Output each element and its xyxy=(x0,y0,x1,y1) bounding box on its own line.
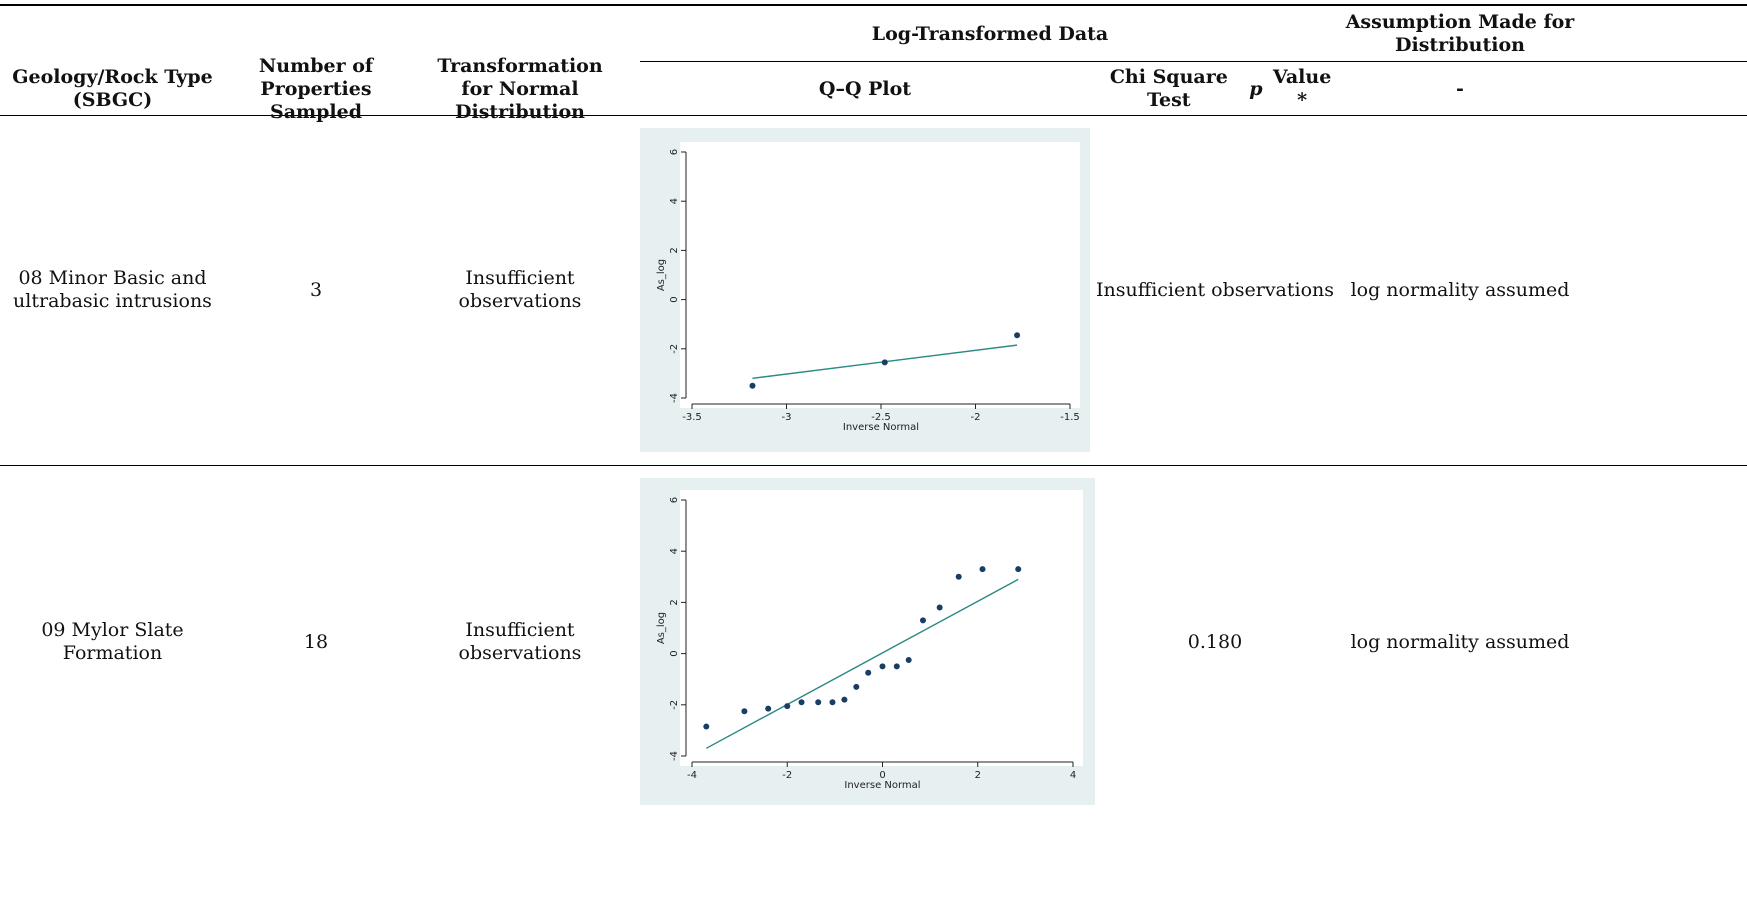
data-point xyxy=(784,703,791,710)
row-2-transformation: Insufficient observations xyxy=(458,619,582,664)
data-point xyxy=(741,708,748,715)
header-rule xyxy=(0,115,1747,116)
y-tick-label: 2 xyxy=(669,599,680,605)
data-point xyxy=(919,617,926,624)
group-header-log-transformed: Log-Transformed Data xyxy=(871,22,1109,45)
reference-line xyxy=(705,578,1019,749)
data-point xyxy=(879,663,886,670)
row-1-chi-square: Insufficient observations xyxy=(1095,278,1335,301)
data-point xyxy=(841,696,848,703)
y-tick-label: 4 xyxy=(669,198,680,204)
x-tick-label: 4 xyxy=(1070,770,1076,781)
y-tick-label: -4 xyxy=(669,751,680,761)
y-tick-label: -2 xyxy=(669,344,680,354)
row-1-assumption: log normality assumed xyxy=(1350,278,1570,301)
x-tick-label: -4 xyxy=(687,770,697,781)
group-header-assumption: Assumption Made for Distribution xyxy=(1345,11,1575,56)
x-tick-label: -3 xyxy=(782,412,792,423)
col-header-transformation: Transformation for Normal Distribution xyxy=(437,54,603,123)
y-tick-label: -4 xyxy=(669,393,680,403)
top-rule xyxy=(0,4,1747,6)
row-2-assumption: log normality assumed xyxy=(1350,630,1570,653)
qq-plot-2-svg: -4 -2 0 2 4 6 -4 -2 0 2 4 Inverse Normal As_log xyxy=(640,478,1095,805)
y-tick-label: 6 xyxy=(669,149,680,155)
data-point xyxy=(1014,332,1021,339)
x-tick-label: -2 xyxy=(971,412,981,423)
group-underline xyxy=(640,61,1747,62)
p-symbol: p xyxy=(1249,77,1263,100)
plot-area xyxy=(680,142,1080,408)
y-axis-title: As_log xyxy=(656,612,667,644)
col-header-chi-square: Chi Square Test p Value * xyxy=(1095,64,1335,114)
x-axis-title: Inverse Normal xyxy=(843,422,919,433)
x-tick-label: -1.5 xyxy=(1060,412,1080,423)
data-point xyxy=(955,573,962,580)
data-point xyxy=(815,699,822,706)
value-asterisk: Value * xyxy=(1272,66,1332,111)
row-1-geology: 08 Minor Basic and ultrabasic intrusions xyxy=(13,267,212,312)
data-point xyxy=(1015,566,1022,573)
data-point xyxy=(865,669,872,676)
data-point xyxy=(749,382,756,389)
chi-square-label: Chi Square Test xyxy=(1109,66,1228,111)
x-tick-label: 0 xyxy=(879,770,885,781)
y-tick-label: 4 xyxy=(669,548,680,554)
data-point xyxy=(829,699,836,706)
qq-plot-1: -4 -2 0 2 4 6 -3.5 -3 -2.5 -2 -1.5 Inverse Normal As… xyxy=(640,128,1090,452)
data-point xyxy=(936,604,943,611)
row-2-count: 18 xyxy=(303,630,329,653)
x-axis-title: Inverse Normal xyxy=(844,780,920,791)
data-point xyxy=(979,566,986,573)
x-tick-label: -2 xyxy=(782,770,792,781)
data-point xyxy=(798,699,805,706)
col-header-geology: Geology/Rock Type (SBGC) xyxy=(12,66,213,111)
y-tick-label: 0 xyxy=(669,650,680,656)
data-point xyxy=(893,663,900,670)
x-tick-label: 2 xyxy=(975,770,981,781)
row-separator xyxy=(0,465,1747,466)
data-point xyxy=(905,657,912,663)
y-tick-label: 6 xyxy=(669,497,680,503)
col-header-qq-plot: Q–Q Plot xyxy=(818,77,912,100)
data-point xyxy=(765,705,772,712)
y-tick-label: 2 xyxy=(669,247,680,253)
row-2-geology: 09 Mylor Slate Formation xyxy=(41,619,184,664)
row-1-transformation: Insufficient observations xyxy=(458,267,582,312)
data-point xyxy=(881,359,888,366)
plot-area xyxy=(680,490,1083,766)
qq-plot-1-svg: -4 -2 0 2 4 6 -3.5 -3 -2.5 -2 -1.5 Inverse Normal As… xyxy=(640,128,1090,452)
col-header-properties: Number of Properties Sampled xyxy=(258,54,374,123)
y-tick-label: -2 xyxy=(669,700,680,710)
x-tick-label: -3.5 xyxy=(682,412,702,423)
col-header-assumption-dash: - xyxy=(1456,77,1464,100)
x-tick-label: -2.5 xyxy=(871,412,891,423)
data-point xyxy=(703,723,710,730)
y-axis-title: As_log xyxy=(656,259,667,291)
row-1-count: 3 xyxy=(309,278,323,301)
data-point xyxy=(853,683,860,690)
row-2-chi-square: 0.180 xyxy=(1187,630,1243,653)
qq-plot-2: -4 -2 0 2 4 6 -4 -2 0 2 4 Inverse Normal As_log xyxy=(640,478,1095,805)
y-tick-label: 0 xyxy=(669,296,680,302)
